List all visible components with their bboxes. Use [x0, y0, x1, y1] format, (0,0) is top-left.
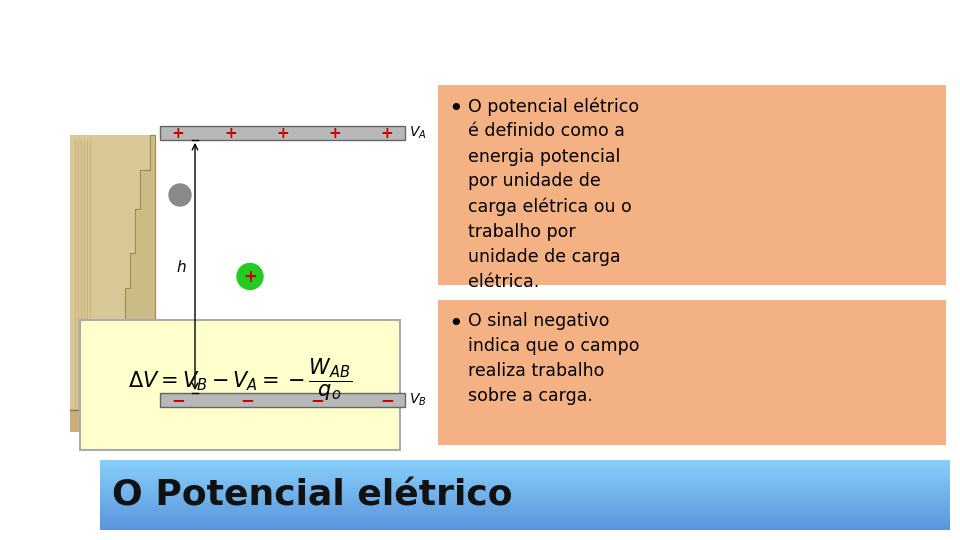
Bar — [100, 498, 950, 500]
FancyBboxPatch shape — [80, 320, 400, 450]
Text: $\Delta V = V_B - V_A = -\dfrac{W_{AB}}{q_o}$: $\Delta V = V_B - V_A = -\dfrac{W_{AB}}{… — [128, 357, 352, 403]
Bar — [100, 514, 950, 516]
Bar — [100, 505, 950, 507]
Text: O Potencial elétrico: O Potencial elétrico — [112, 478, 513, 512]
Bar — [100, 472, 950, 474]
Bar — [100, 470, 950, 472]
Text: +: + — [224, 125, 236, 140]
Bar — [100, 523, 950, 525]
Bar — [100, 503, 950, 505]
Text: O potencial elétrico
é definido como a
energia potencial
por unidade de
carga el: O potencial elétrico é definido como a e… — [468, 97, 639, 291]
Bar — [100, 528, 950, 530]
Bar — [100, 467, 950, 469]
Polygon shape — [125, 135, 155, 401]
Bar — [100, 521, 950, 523]
Bar — [100, 474, 950, 476]
Bar — [100, 488, 950, 490]
Bar — [100, 492, 950, 495]
Bar — [100, 477, 950, 480]
FancyBboxPatch shape — [438, 300, 946, 445]
Bar — [100, 489, 950, 491]
Bar — [100, 512, 950, 514]
Circle shape — [237, 264, 263, 289]
Bar — [100, 502, 950, 504]
Text: −: − — [310, 391, 324, 409]
Text: +: + — [328, 125, 341, 140]
Bar — [100, 460, 950, 462]
Bar — [100, 481, 950, 483]
Text: +: + — [243, 267, 257, 286]
FancyBboxPatch shape — [438, 85, 946, 285]
Text: •: • — [448, 97, 463, 121]
Text: O sinal negativo
indica que o campo
realiza trabalho
sobre a carga.: O sinal negativo indica que o campo real… — [468, 312, 639, 405]
Bar — [100, 500, 950, 502]
Bar — [160, 126, 405, 140]
Bar — [100, 510, 950, 512]
Text: $V_A$: $V_A$ — [409, 125, 426, 141]
Bar — [70, 410, 305, 432]
Text: $h$: $h$ — [177, 259, 187, 274]
Text: $V_B$: $V_B$ — [409, 392, 426, 408]
Bar — [100, 516, 950, 518]
Bar — [100, 482, 950, 484]
Text: •: • — [448, 312, 463, 336]
Bar — [160, 393, 405, 407]
Bar — [100, 475, 950, 477]
Bar — [100, 509, 950, 511]
Bar — [100, 463, 950, 465]
Bar — [100, 526, 950, 528]
Bar — [100, 495, 950, 497]
Text: +: + — [172, 125, 184, 140]
Bar — [100, 496, 950, 498]
Bar — [70, 135, 155, 430]
Text: −: − — [171, 391, 185, 409]
Bar — [100, 507, 950, 509]
Bar — [100, 519, 950, 521]
Bar — [100, 517, 950, 519]
Circle shape — [169, 184, 191, 206]
Bar — [100, 486, 950, 488]
Text: +: + — [276, 125, 289, 140]
Bar — [100, 465, 950, 467]
Text: −: − — [241, 391, 254, 409]
Text: −: − — [380, 391, 394, 409]
Bar — [100, 468, 950, 470]
Bar — [100, 524, 950, 526]
Bar — [100, 461, 950, 463]
Text: +: + — [380, 125, 394, 140]
Bar — [100, 491, 950, 493]
Bar — [155, 110, 415, 415]
Bar — [100, 484, 950, 486]
Bar — [100, 479, 950, 481]
